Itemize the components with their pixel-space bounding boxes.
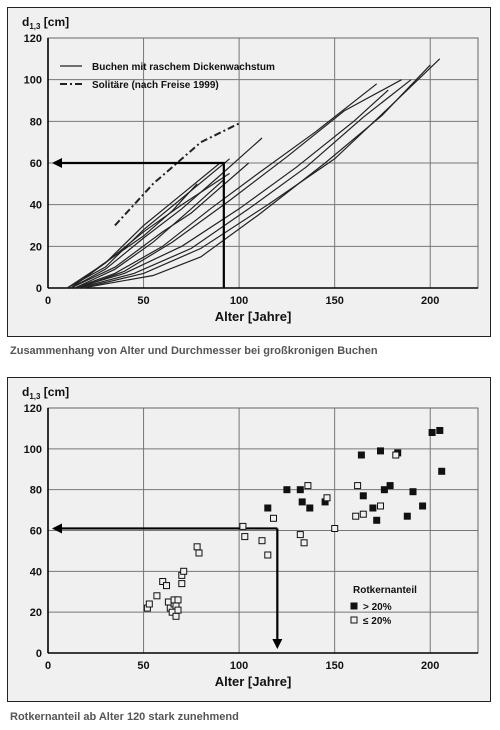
x-axis-title: Alter [Jahre]: [215, 674, 292, 689]
chart-caption: Zusammenhang von Alter und Durchmesser b…: [10, 345, 378, 357]
y-tick-label: 60: [30, 526, 42, 538]
data-point-high: [373, 516, 381, 524]
data-point-low: [153, 592, 161, 600]
data-point-low: [178, 580, 186, 588]
series-line-beech: [70, 183, 198, 289]
legend-label: Solitäre (nach Freise 1999): [92, 80, 219, 91]
data-point-low: [264, 551, 272, 559]
x-tick-label: 50: [137, 660, 149, 672]
legend-title: Rotkernanteil: [353, 585, 417, 596]
x-tick-label: 100: [230, 660, 248, 672]
data-point-high: [359, 492, 367, 500]
series-line-beech: [74, 89, 389, 289]
data-point-low: [159, 578, 167, 585]
series-line-beech: [70, 137, 263, 289]
x-tick-label: 200: [421, 295, 439, 307]
data-point-high: [283, 486, 291, 494]
y-tick-label: 100: [24, 75, 42, 87]
legend-swatch-open: [350, 616, 358, 624]
data-point-low: [323, 494, 331, 502]
data-point-high: [296, 486, 304, 494]
data-point-high: [428, 429, 436, 436]
legend-label: > 20%: [363, 602, 392, 613]
data-point-low: [174, 606, 182, 614]
x-tick-label: 100: [230, 295, 248, 307]
series-line-beech: [82, 64, 431, 289]
chart-caption: Rotkernanteil ab Alter 120 stark zunehme…: [10, 711, 239, 723]
scatter-chart-heartwood: 0 20 40 60 80 100 120 0 50 100 150 200 d1,3 [cm] Alte…: [22, 385, 479, 689]
y-tick-label: 40: [30, 566, 42, 578]
data-point-high: [298, 498, 306, 506]
series-line-beech: [74, 83, 378, 289]
data-point-low: [239, 522, 247, 530]
data-point-low: [359, 510, 367, 518]
y-tick-label: 120: [24, 403, 42, 415]
data-point-high: [369, 504, 377, 512]
y-tick-label: 80: [30, 116, 42, 128]
x-tick-label: 0: [45, 295, 51, 307]
x-tick-label: 200: [421, 660, 439, 672]
data-point-low: [195, 549, 203, 557]
data-point-low: [354, 482, 362, 490]
y-tick-label: 100: [24, 444, 42, 456]
legend-label: ≤ 20%: [363, 616, 391, 627]
y-tick-label: 60: [30, 158, 42, 170]
data-point-high: [409, 488, 417, 496]
x-tick-label: 150: [325, 295, 343, 307]
data-point-low: [172, 612, 180, 620]
series-line-beech: [66, 158, 230, 289]
data-point-low: [392, 451, 400, 459]
y-tick-label: 20: [30, 241, 42, 253]
y-axis-title: d1,3 [cm]: [22, 385, 69, 401]
y-tick-label: 20: [30, 607, 42, 619]
y-tick-label: 0: [36, 648, 42, 660]
data-point-low: [174, 596, 182, 604]
x-tick-label: 0: [45, 660, 51, 672]
annotation-arrow: [52, 158, 225, 288]
data-point-low: [377, 502, 384, 510]
data-point-low: [258, 537, 266, 545]
data-point-low: [300, 539, 308, 547]
data-point-low: [164, 598, 172, 606]
legend-swatch-filled: [350, 602, 358, 610]
data-point-low: [180, 567, 188, 575]
series-line-beech: [74, 179, 225, 289]
y-tick-label: 0: [36, 283, 42, 295]
data-point-low: [296, 531, 304, 539]
data-point-low: [241, 533, 249, 541]
chart-panel-age-diameter: 0 20 40 60 80 100 120 0 50 100 150 200 d1,3 [cm] Alte…: [7, 7, 491, 337]
data-point-low: [193, 543, 201, 551]
y-tick-label: 40: [30, 200, 42, 212]
data-point-low: [352, 512, 360, 520]
data-point-high: [386, 482, 394, 490]
data-point-low: [145, 600, 153, 608]
x-axis-title: Alter [Jahre]: [215, 309, 292, 324]
data-point-low: [331, 525, 339, 532]
data-point-high: [436, 427, 444, 434]
data-point-high: [264, 504, 272, 512]
x-tick-label: 150: [325, 660, 343, 672]
y-axis-title: d1,3 [cm]: [22, 15, 69, 31]
x-tick-label: 50: [137, 295, 149, 307]
data-point-low: [163, 582, 170, 590]
series-line-beech: [78, 79, 402, 289]
data-point-low: [304, 482, 312, 490]
chart-panel-heartwood: 0 20 40 60 80 100 120 0 50 100 150 200 d1,3 [cm] Alte…: [7, 377, 491, 702]
series-line-beech: [78, 79, 412, 289]
data-point-high: [438, 467, 446, 475]
line-chart-age-diameter: 0 20 40 60 80 100 120 0 50 100 150 200 d1,3 [cm] Alte…: [22, 15, 479, 324]
series-line-beech: [70, 162, 250, 289]
data-point-high: [377, 447, 384, 455]
data-point-high: [419, 502, 427, 510]
legend-label: Buchen mit raschem Dickenwachstum: [92, 62, 275, 73]
data-point-low: [270, 514, 277, 522]
y-tick-label: 120: [24, 33, 42, 45]
data-point-high: [403, 512, 411, 520]
data-point-high: [357, 451, 365, 459]
y-tick-label: 80: [30, 485, 42, 497]
data-point-high: [306, 504, 314, 512]
data-point-high: [380, 486, 388, 494]
